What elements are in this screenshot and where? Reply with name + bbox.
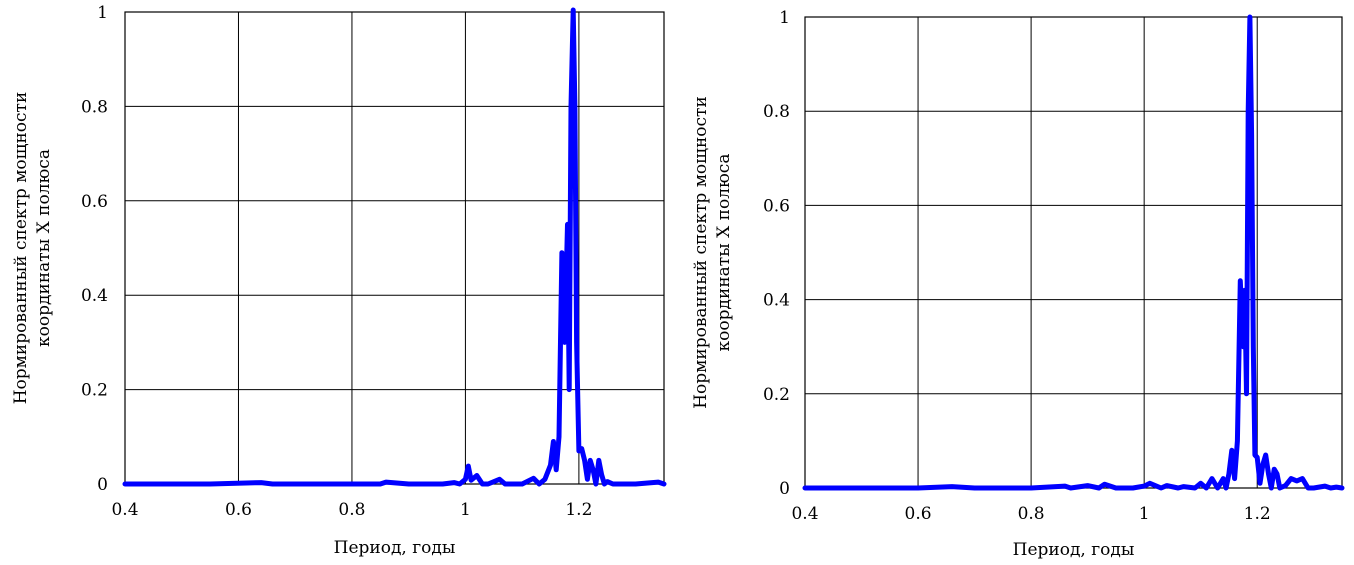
x-tick-label: 0.6: [905, 504, 932, 524]
series-line: [802, 14, 1345, 491]
y-tick-label: 1: [779, 8, 790, 28]
x-axis-label: Период, годы: [334, 538, 456, 558]
y-axis-label-line2: координаты X полюса: [34, 149, 54, 347]
y-tick-label: 1: [97, 3, 108, 23]
chart-right: 0.4 0.6 0.8 1 1.2 0 0.2 0.4 0.6 0.8 1 Период, год…: [691, 8, 1345, 560]
x-axis-ticks: 0.4 0.6 0.8 1 1.2: [791, 504, 1270, 524]
x-tick-label: 0.8: [1018, 504, 1045, 524]
y-tick-label: 0.6: [763, 196, 790, 216]
x-tick-label: 0.4: [791, 504, 818, 524]
x-tick-label: 1.2: [565, 500, 592, 520]
y-axis-ticks: 0 0.2 0.4 0.6 0.8 1: [81, 3, 108, 495]
x-axis-ticks: 0.4 0.6 0.8 1 1.2: [111, 500, 592, 520]
x-tick-label: 1.2: [1244, 504, 1271, 524]
y-tick-label: 0: [779, 479, 790, 499]
y-tick-label: 0.2: [763, 385, 790, 405]
y-tick-label: 0: [97, 475, 108, 495]
y-axis-label-line2: координаты X полюса: [714, 154, 734, 352]
y-tick-label: 0.4: [763, 291, 790, 311]
grid: [805, 17, 1342, 488]
y-tick-label: 0.6: [81, 192, 108, 212]
series-line: [122, 7, 667, 487]
plot-area: [804, 16, 1343, 489]
y-tick-label: 0.2: [81, 381, 108, 401]
y-tick-label: 0.8: [763, 102, 790, 122]
x-tick-label: 1: [460, 500, 471, 520]
chart-left: 0.4 0.6 0.8 1 1.2 0 0.2 0.4 0.6 0.8 1 Период, год…: [11, 3, 667, 558]
y-tick-label: 0.4: [81, 286, 108, 306]
y-axis-label-line1: Нормированный спектр мощности: [11, 92, 31, 405]
x-tick-label: 0.4: [111, 500, 138, 520]
x-tick-label: 0.6: [225, 500, 252, 520]
y-axis-label-line1: Нормированный спектр мощности: [691, 96, 711, 409]
grid: [125, 12, 664, 484]
y-axis-ticks: 0 0.2 0.4 0.6 0.8 1: [763, 8, 790, 499]
x-axis-label: Период, годы: [1013, 540, 1135, 560]
plot-area: [124, 11, 665, 485]
y-tick-label: 0.8: [81, 97, 108, 117]
x-tick-label: 1: [1139, 504, 1150, 524]
x-tick-label: 0.8: [338, 500, 365, 520]
